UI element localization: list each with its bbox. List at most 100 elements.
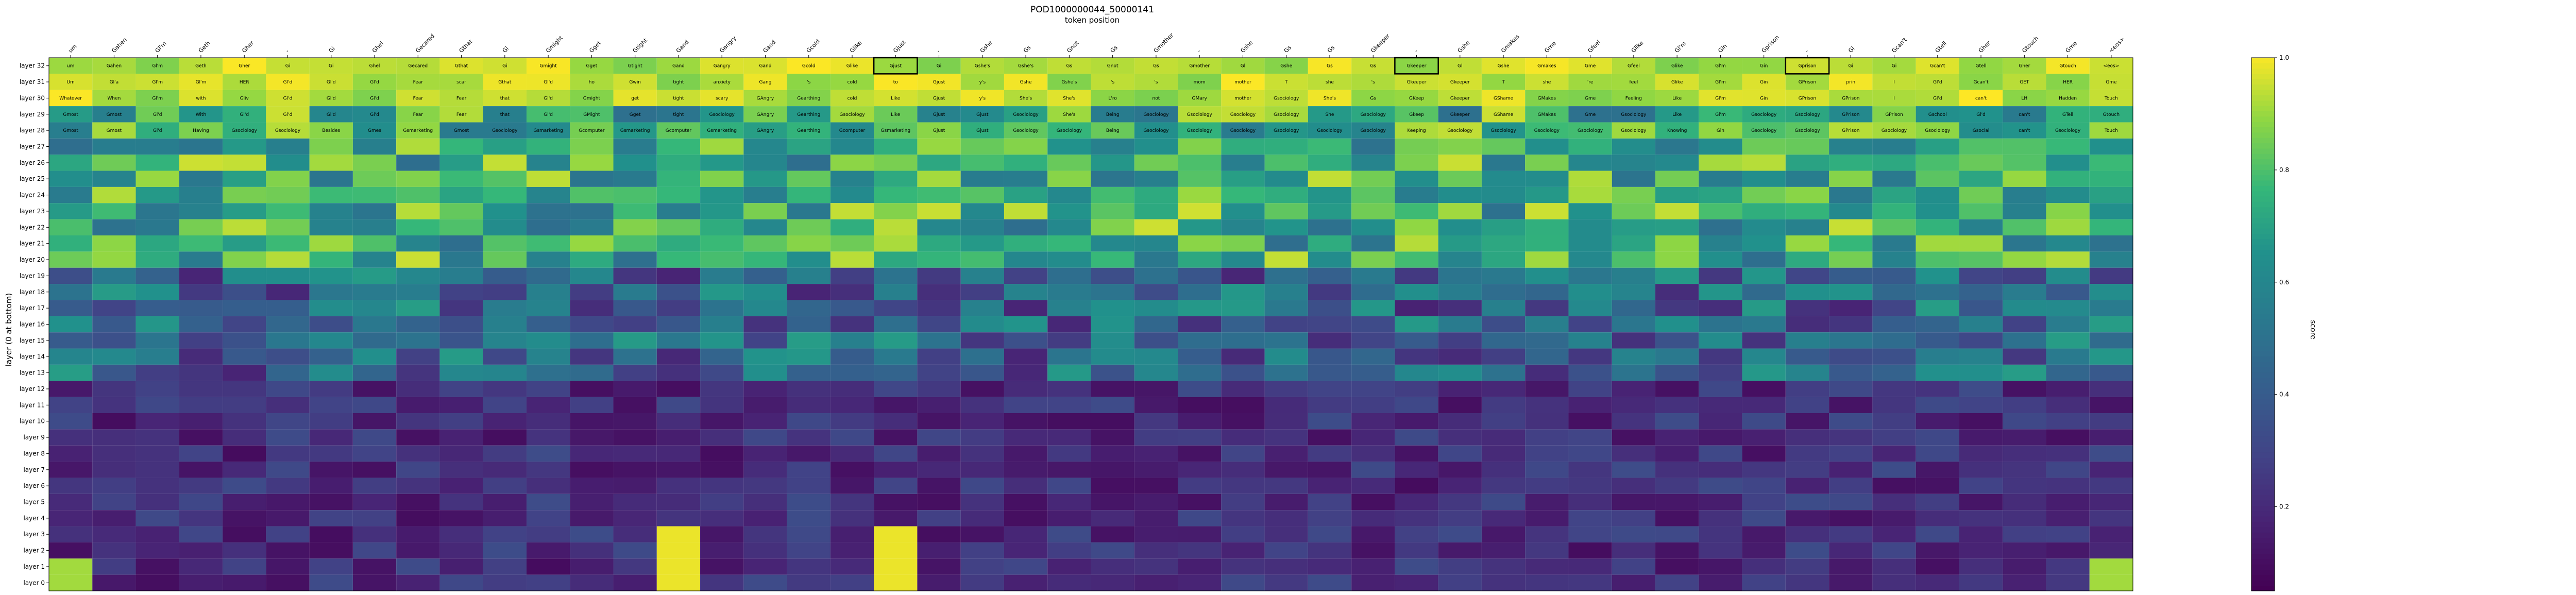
heatmap-cell bbox=[1916, 445, 1959, 462]
x-tick-label: Gjust bbox=[892, 39, 907, 54]
heatmap-cell bbox=[1785, 186, 1829, 203]
heatmap-cell bbox=[352, 429, 397, 446]
heatmap-cell bbox=[656, 106, 701, 123]
heatmap-cell bbox=[2089, 74, 2133, 90]
heatmap-cell bbox=[1699, 284, 1742, 300]
heatmap-cell bbox=[1004, 332, 1048, 349]
heatmap-cell bbox=[1438, 364, 1482, 381]
heatmap-cell bbox=[1395, 462, 1438, 478]
y-tick-label: layer 32 bbox=[20, 62, 45, 70]
heatmap-cell bbox=[439, 558, 483, 575]
heatmap-cell bbox=[1612, 106, 1656, 123]
heatmap-cell bbox=[1134, 251, 1178, 268]
cell-label: Gin bbox=[1760, 64, 1768, 69]
heatmap-cell bbox=[1264, 106, 1308, 123]
heatmap-cell bbox=[917, 348, 961, 365]
cell-label: Gcomputer bbox=[579, 128, 605, 133]
heatmap-cell bbox=[1351, 332, 1395, 349]
heatmap-cell bbox=[309, 526, 353, 542]
cell-label: scary bbox=[716, 96, 728, 101]
heatmap-cell bbox=[743, 381, 787, 397]
heatmap-cell bbox=[1829, 203, 1873, 219]
heatmap-cell bbox=[483, 445, 527, 462]
heatmap-cell bbox=[92, 397, 136, 413]
heatmap-cell bbox=[1178, 413, 1222, 430]
heatmap-cell bbox=[2046, 122, 2090, 139]
heatmap-cell bbox=[1178, 397, 1222, 413]
cell-label: Gl'd bbox=[370, 80, 379, 85]
heatmap-cell bbox=[1872, 332, 1916, 349]
heatmap-cell bbox=[135, 413, 179, 430]
heatmap-cell bbox=[743, 429, 787, 446]
heatmap-cell bbox=[1047, 155, 1091, 171]
heatmap-cell bbox=[92, 526, 136, 542]
heatmap-cell bbox=[1525, 122, 1569, 139]
heatmap-cell bbox=[1178, 316, 1222, 333]
cell-label: Gkeeper bbox=[1407, 80, 1427, 85]
heatmap-cell bbox=[439, 429, 483, 446]
heatmap-cell bbox=[1785, 300, 1829, 316]
heatmap-cell bbox=[49, 235, 93, 252]
heatmap-cell bbox=[1916, 106, 1959, 123]
heatmap-cell bbox=[309, 235, 353, 252]
cell-label: that bbox=[500, 96, 510, 101]
cell-label: Gsociology bbox=[1447, 128, 1473, 133]
heatmap-cell bbox=[743, 267, 787, 284]
heatmap-cell bbox=[1395, 510, 1438, 526]
heatmap-cell bbox=[396, 445, 440, 462]
heatmap-cell bbox=[1047, 381, 1091, 397]
heatmap-cell bbox=[830, 494, 874, 511]
heatmap-cell bbox=[2046, 381, 2090, 397]
cell-label: Gmight bbox=[583, 96, 601, 101]
heatmap-cell bbox=[223, 526, 266, 542]
heatmap-cell bbox=[352, 122, 397, 139]
heatmap-cell bbox=[49, 155, 93, 171]
heatmap-cell bbox=[1047, 510, 1091, 526]
cell-label: Gl bbox=[1458, 64, 1462, 69]
heatmap-cell bbox=[1221, 510, 1265, 526]
heatmap-cell bbox=[1004, 203, 1048, 219]
heatmap-cell bbox=[1134, 429, 1178, 446]
heatmap-cell bbox=[396, 171, 440, 187]
heatmap-cell bbox=[787, 267, 831, 284]
heatmap-cell bbox=[1221, 397, 1265, 413]
heatmap-cell bbox=[2003, 332, 2046, 349]
heatmap-cell bbox=[656, 381, 701, 397]
colorbar-segment bbox=[2251, 436, 2275, 442]
heatmap-cell bbox=[1916, 155, 1959, 171]
heatmap-cell bbox=[483, 429, 527, 446]
heatmap-cell bbox=[1134, 348, 1178, 365]
heatmap-cell bbox=[352, 364, 397, 381]
colorbar-segment bbox=[2251, 297, 2275, 303]
heatmap-cell bbox=[1395, 542, 1438, 559]
heatmap-cell bbox=[700, 381, 744, 397]
heatmap-cell bbox=[2046, 478, 2090, 494]
heatmap-cell bbox=[1872, 574, 1916, 591]
heatmap-cell bbox=[1785, 58, 1829, 74]
heatmap-cell bbox=[1872, 235, 1916, 252]
heatmap-cell bbox=[1959, 316, 2003, 333]
cell-label: HER bbox=[2063, 80, 2073, 85]
heatmap-cell bbox=[1395, 316, 1438, 333]
heatmap-cell bbox=[570, 186, 614, 203]
heatmap-cell bbox=[526, 106, 570, 123]
heatmap-cell bbox=[1395, 186, 1438, 203]
heatmap-cell bbox=[483, 186, 527, 203]
colorbar-segment bbox=[2251, 127, 2275, 133]
heatmap-cell bbox=[1481, 122, 1526, 139]
colorbar-segment bbox=[2251, 287, 2275, 293]
heatmap-cell bbox=[1568, 364, 1612, 381]
heatmap-cell bbox=[1091, 219, 1134, 235]
heatmap-cell bbox=[1916, 413, 1959, 430]
heatmap-cell bbox=[1525, 300, 1569, 316]
heatmap-cell bbox=[352, 494, 397, 511]
cell-label: Gcomputer bbox=[839, 128, 866, 133]
heatmap-cell bbox=[613, 155, 657, 171]
heatmap-cell bbox=[1568, 74, 1612, 90]
heatmap-cell bbox=[309, 574, 353, 591]
heatmap-cell bbox=[2003, 251, 2046, 268]
heatmap-cell bbox=[656, 219, 701, 235]
heatmap-cell bbox=[2046, 171, 2090, 187]
y-tick-label: layer 31 bbox=[20, 78, 45, 86]
